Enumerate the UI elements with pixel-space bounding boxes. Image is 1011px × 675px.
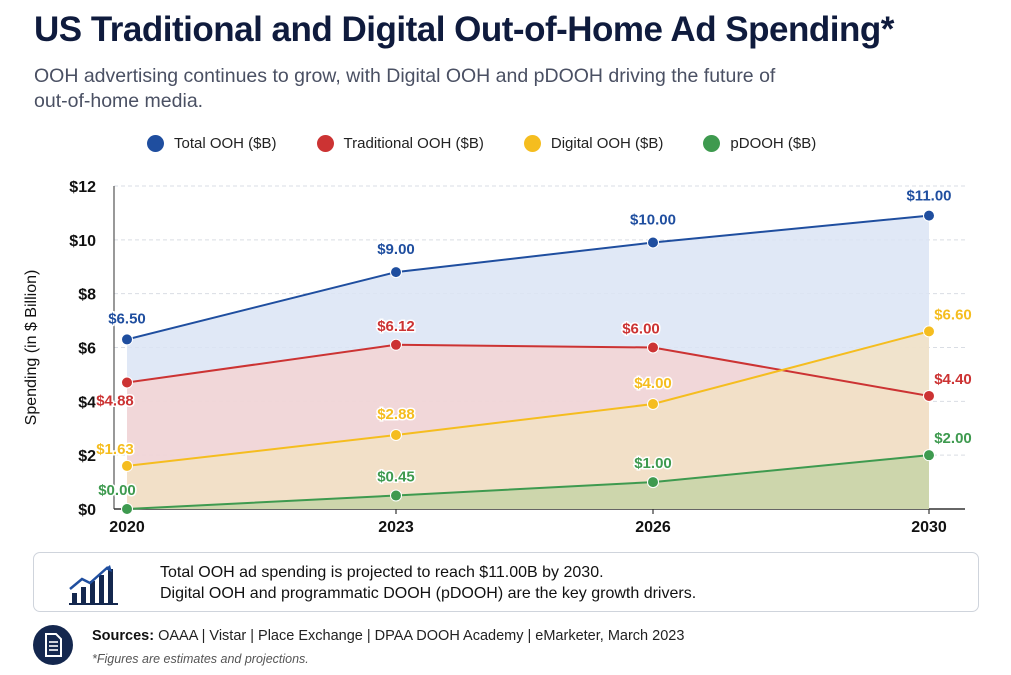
data-label: $6.00 — [622, 321, 660, 338]
legend-label-digital: Digital OOH ($B) — [550, 135, 664, 152]
y-tick-label: $10 — [69, 233, 96, 250]
y-tick-label: $12 — [69, 179, 96, 196]
series-line-2 — [126, 330, 930, 467]
sources-label: Sources: — [92, 628, 155, 644]
legend-label-total: Total OOH ($B) — [174, 135, 277, 152]
legend-item-traditional: Traditional OOH ($B) — [316, 135, 484, 152]
data-point — [647, 398, 659, 411]
data-label: $2.88 — [377, 406, 415, 423]
data-label: $2.00 — [934, 430, 972, 447]
chart-title: US Traditional and Digital Out-of-Home A… — [34, 10, 894, 49]
area-2 — [127, 331, 929, 509]
footnote: *Figures are estimates and projections. — [92, 652, 309, 666]
data-label: $1.63 — [96, 441, 134, 458]
data-label: $4.40 — [934, 371, 972, 388]
data-label: $6.12 — [377, 318, 415, 335]
data-label: $10.00 — [630, 212, 676, 229]
data-label: $11.00 — [906, 188, 951, 205]
series-line-0 — [126, 214, 930, 341]
x-tick-label: 2030 — [911, 519, 947, 536]
data-label: $1.00 — [634, 455, 672, 472]
legend-item-pdooh: pDOOH ($B) — [703, 135, 816, 152]
data-point — [647, 341, 659, 354]
data-label: $0.45 — [377, 469, 415, 486]
sources-line: Sources: OAAA | Vistar | Place Exchange … — [92, 628, 684, 644]
y-tick-label: $4 — [78, 394, 96, 411]
data-point — [923, 389, 935, 402]
chart-legend: Total OOH ($B) Traditional OOH ($B) Digi… — [147, 135, 816, 152]
data-point — [121, 376, 133, 389]
x-tick-label: 2020 — [109, 519, 145, 536]
chart-subtitle: OOH advertising continues to grow, with … — [34, 65, 776, 112]
y-tick-label: $8 — [78, 287, 96, 304]
data-point — [923, 209, 935, 222]
legend-dot-digital — [523, 135, 541, 152]
data-label: $9.00 — [377, 241, 415, 258]
legend-label-pdooh: pDOOH ($B) — [730, 135, 817, 152]
data-point — [923, 325, 935, 338]
x-tick-label: 2023 — [378, 519, 414, 536]
growth-chart-icon — [69, 565, 118, 605]
data-label: $4.88 — [96, 392, 134, 409]
series-line-1 — [126, 343, 930, 397]
series-line-3 — [126, 454, 930, 510]
data-point — [390, 338, 402, 351]
data-label: $6.60 — [934, 306, 972, 323]
data-point — [121, 503, 133, 515]
data-point — [390, 489, 402, 502]
insight-text: Total OOH ad spending is projected to re… — [160, 562, 696, 604]
legend-dot-total — [147, 135, 164, 152]
insight-box: Total OOH ad spending is projected to re… — [33, 552, 979, 612]
y-tick-label: $2 — [78, 448, 96, 465]
insight-line-1: Total OOH ad spending is projected to re… — [160, 564, 604, 581]
data-label: $4.00 — [634, 375, 672, 392]
y-tick-label: $0 — [78, 502, 96, 519]
legend-dot-traditional — [316, 135, 334, 152]
sources-text: OAAA | Vistar | Place Exchange | DPAA DO… — [158, 628, 685, 644]
data-label: $6.50 — [108, 310, 146, 327]
legend-item-digital: Digital OOH ($B) — [523, 135, 664, 152]
data-point — [923, 449, 935, 462]
data-point — [647, 476, 659, 489]
data-point — [647, 236, 659, 249]
y-tick-label: $6 — [78, 341, 96, 358]
y-axis-title: Spending (in $ Billion) — [23, 270, 40, 426]
area-chart: $0 $2 $4 $6 $8 $10 $12 2020 2023 2026 2030 Spending… — [23, 179, 973, 536]
area-3 — [127, 455, 929, 509]
x-tick-label: 2026 — [635, 519, 671, 536]
legend-dot-pdooh — [703, 135, 721, 152]
data-label: $0.00 — [98, 482, 136, 499]
data-point — [121, 333, 133, 346]
legend-item-total: Total OOH ($B) — [147, 135, 277, 152]
legend-label-traditional: Traditional OOH ($B) — [343, 135, 484, 152]
insight-line-2: Digital OOH and programmatic DOOH (pDOOH… — [160, 585, 697, 602]
data-point — [390, 428, 402, 441]
data-point — [121, 459, 133, 472]
document-icon — [33, 625, 73, 665]
data-point — [390, 266, 402, 279]
